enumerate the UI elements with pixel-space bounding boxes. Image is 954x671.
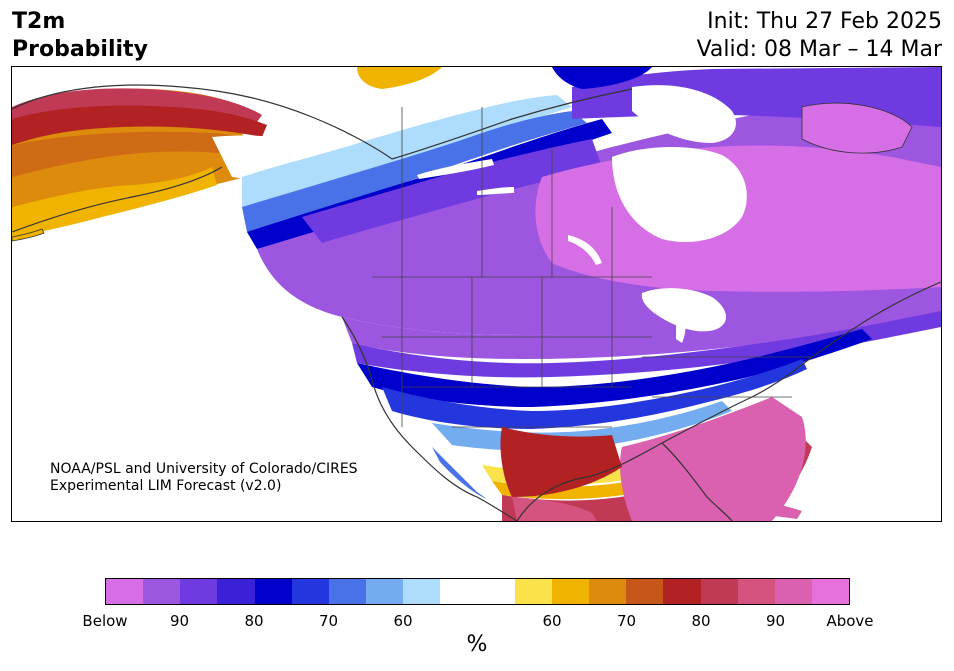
colorbar-tick-label: 80 (244, 612, 264, 630)
colorbar-tick-label: 70 (616, 612, 637, 630)
colorbar-labels: Below 90 80 70 60 60 70 80 90 Above (82, 612, 873, 632)
credit-line-1: NOAA/PSL and University of Colorado/CIRE… (50, 461, 358, 477)
colorbar-tick-label: 70 (318, 612, 339, 630)
political-borders (372, 107, 812, 428)
product-type: Probability (12, 37, 148, 62)
colorbar-tick-label: 90 (765, 612, 786, 630)
colorbar-swatch (440, 579, 478, 604)
colorbar-tick-label: 90 (169, 612, 190, 630)
colorbar-swatch (217, 579, 255, 604)
forecast-map-svg (12, 67, 941, 521)
alaska-north-yellow (357, 67, 442, 89)
forecast-dates: Init: Thu 27 Feb 2025 Valid: 08 Mar – 14… (697, 8, 942, 64)
colorbar-swatch (180, 579, 218, 604)
probability-map: NOAA/PSL and University of Colorado/CIRE… (11, 66, 942, 522)
colorbar-swatch (366, 579, 404, 604)
colorbar-swatch (811, 579, 850, 604)
map-title: T2m Probability (12, 8, 148, 64)
usa-purple-north (342, 295, 941, 359)
credit-line-2: Experimental LIM Forecast (v2.0) (50, 478, 282, 494)
colorbar-swatch (254, 579, 292, 604)
colorbar-swatch (551, 579, 590, 604)
great-lakes (641, 288, 727, 332)
alaska-islands (12, 228, 45, 242)
colorbar-swatch (700, 579, 738, 604)
canada-violet-west (302, 139, 602, 243)
greenland (801, 102, 913, 154)
colorbar-swatch (291, 579, 329, 604)
init-date: Init: Thu 27 Feb 2025 (707, 9, 942, 34)
colorbar-swatch (106, 579, 144, 604)
hudson-bay-water (612, 146, 747, 243)
colorbar-tick-label: Below (82, 612, 128, 630)
usa-deepblue-band (357, 329, 872, 407)
alaska-orange-band (12, 131, 282, 177)
colorbar-swatch (477, 579, 515, 604)
probability-colorbar (105, 578, 850, 605)
colorbar-swatch (589, 579, 627, 604)
canada-lightblue-band (242, 95, 572, 207)
colorbar-tick-label: 60 (393, 612, 413, 630)
colorbar-swatch (328, 579, 367, 604)
colorbar-swatch (774, 579, 812, 604)
colorbar-tick-label: Above (826, 612, 874, 630)
usa-blue-band (382, 359, 807, 429)
lake-athabasca (477, 187, 514, 195)
valid-period: Valid: 08 Mar – 14 Mar (696, 37, 942, 62)
colorbar-tick-label: 60 (542, 612, 562, 630)
colorbar-tick-label: 80 (691, 612, 711, 630)
baffin-bay-water (632, 85, 736, 143)
canada-midblue-band (242, 111, 587, 232)
arctic-deepblue-patch (552, 67, 652, 89)
colorbar-swatch (403, 579, 441, 604)
colorbar-swatch (514, 579, 552, 604)
colorbar-unit: % (466, 632, 488, 657)
lake-michigan (676, 303, 686, 343)
variable-name: T2m (12, 9, 66, 34)
usa-southeast-pink (620, 397, 806, 521)
great-slave-lake (417, 159, 494, 179)
colorbar-swatch (626, 579, 664, 604)
colorbar-swatch (737, 579, 775, 604)
texas-darkred (500, 427, 622, 497)
credit-text: NOAA/PSL and University of Colorado/CIRE… (50, 461, 358, 495)
lake-winnipeg (568, 235, 602, 265)
cuba-pink (702, 496, 802, 519)
colorbar-swatch (143, 579, 181, 604)
coastlines (12, 84, 941, 521)
mexico-pink (512, 497, 597, 521)
alaska-darkred-band (12, 105, 267, 145)
colorbar-swatch (663, 579, 701, 604)
alaska-yellow-south (12, 167, 217, 237)
